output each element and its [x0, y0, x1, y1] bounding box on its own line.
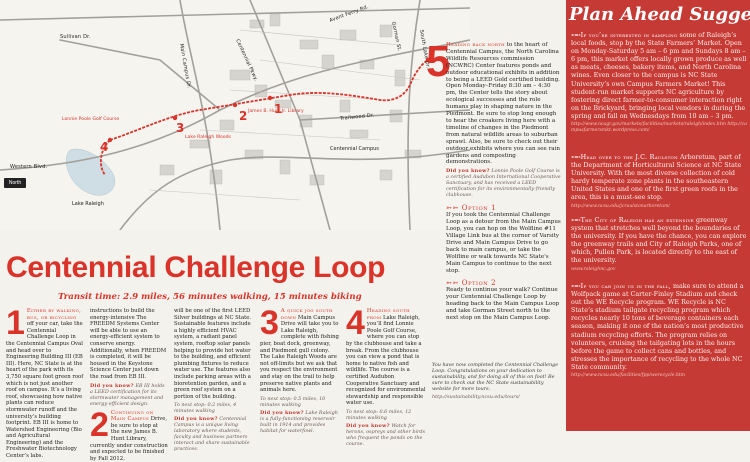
stop-1-lead: Either by walking, bus, or bicycling — [26, 308, 82, 321]
stop-marker-4 — [107, 137, 113, 143]
option-2-text: Ready to continue your walk? Continue yo… — [446, 287, 560, 322]
stop-2-to-next: To next stop: 0.2 miles, 4 minutes walki… — [174, 402, 237, 415]
route-line — [109, 59, 429, 141]
stop-num-3: 3 — [176, 121, 184, 135]
did-you-know-text: Lonnie Poole Golf Course is a certified … — [446, 168, 561, 199]
road-label-trailwood: Trailwood Dr. — [339, 112, 375, 122]
map-graphic: 4 1 2 3 Avent Ferry Rd. Main Campus Dr. … — [0, 0, 470, 230]
plan-item-1-url[interactable]: http://www.ncagr.gov/markets/facilities/… — [571, 122, 747, 134]
stop-5-lead: Heading back north — [446, 42, 505, 48]
plan-item-3: ➳➳ The City of Raleigh has an extensive … — [571, 217, 747, 273]
column-stop-2-cont: will be one of the first LEED Silver bui… — [174, 308, 254, 452]
plan-item-4-url[interactable]: http://www.ncsu.edu/facilities/fpp/werec… — [571, 373, 686, 379]
did-you-know-label: Did you know? — [90, 382, 134, 389]
stop-3-lead: A quick jog south down — [280, 308, 333, 321]
stop-marker-1 — [267, 95, 273, 101]
arrow-icon: ➳➳ — [571, 217, 581, 224]
stop-5-block: Heading back north to the heart of Cente… — [446, 42, 562, 322]
column-stop-1-cont: instructions to build the energy-intensi… — [90, 308, 168, 462]
plan-item-1-lead: If you’re interested in sampling — [580, 32, 678, 39]
stop-3-did-you-know: Did you know? Lake Raleigh is a fully-fu… — [260, 410, 340, 434]
plan-item-3-text: greenway system that stretches well beyo… — [571, 217, 747, 265]
stop-5-text: Heading back north to the heart of Cente… — [446, 42, 562, 166]
column-stop-4: 4 Heading south from Lake Raleigh, you’l… — [346, 304, 426, 447]
stop-marker-2 — [232, 102, 238, 108]
plan-item-3-url[interactable]: www.raleighnc.gov — [571, 266, 616, 272]
stop-2-number: 2 — [90, 405, 109, 444]
closing-url[interactable]: http://sustainability.ncsu.edu/tours/ — [432, 394, 520, 400]
option-1-block: ➳➳ Option 1 If you took the Centennial C… — [446, 204, 562, 274]
plan-item-2-text: Arboretum, part of the Department of Hor… — [571, 154, 742, 202]
option-2-heading: ➳➳ Option 2 — [446, 279, 497, 288]
column-stop-1: 1 Either by walking, bus, or bicycling o… — [6, 304, 84, 460]
plan-item-4-text: make sure to attend a Wolfpack game at C… — [571, 283, 744, 371]
place-label-lake-raleigh: Lake Raleigh Woods — [185, 134, 232, 140]
did-you-know-label: Did you know? — [446, 168, 490, 175]
stop-num-1: 1 — [274, 102, 282, 116]
stop-2-cont-text: will be one of the first LEED Silver bui… — [174, 308, 252, 400]
plan-ahead-title: Plan Ahead Suggestions — [569, 4, 750, 25]
arrow-icon: ➳➳ — [571, 32, 581, 39]
stop-5-body: to the heart of Centennial Campus, the N… — [446, 42, 560, 166]
place-label-hunt-library: James B. Hunt Jr. Library — [247, 108, 304, 114]
option-1-heading: ➳➳ Option 1 — [446, 204, 497, 213]
stop-1-did-you-know: Did you know? EB III holds a LEED certif… — [90, 383, 168, 407]
road-label-western: Western Blvd. — [10, 164, 47, 170]
page-title: Centennial Challenge Loop — [6, 251, 386, 284]
option-2-heading-text: Option 2 — [461, 279, 497, 288]
stop-4-to-next: To next stop: 0.6 miles, 12 minutes walk… — [346, 408, 412, 421]
place-label-lonnie-poole: Lonnie Poole Golf Course — [62, 116, 119, 122]
stop-3-number: 3 — [260, 304, 279, 342]
stop-num-4: 4 — [100, 140, 108, 154]
stop-1-cont-text: instructions to build the energy-intensi… — [90, 308, 167, 380]
arrow-icon: ➳➳ — [571, 154, 581, 161]
transit-time: Transit time: 2.9 miles, 56 minutes walk… — [58, 292, 362, 302]
stop-2-did-you-know: Did you know? Centennial Campus is a uni… — [174, 416, 254, 452]
did-you-know-label: Did you know? — [346, 422, 390, 429]
north-badge: North — [4, 178, 26, 188]
stop-marker-3 — [172, 115, 178, 121]
campus-map[interactable]: 4 1 2 3 Avent Ferry Rd. Main Campus Dr. … — [0, 0, 470, 230]
stop-5-number: 5 — [426, 37, 451, 86]
stop-2-block: 2 Continuing on Main Campus Drive, be su… — [90, 405, 168, 462]
stop-5-did-you-know: Did you know? Lonnie Poole Golf Course i… — [446, 168, 562, 198]
plan-item-4-lead: If you can join us in the fall, — [580, 283, 671, 290]
column-closing: You have now completed the Centennial Ch… — [432, 360, 560, 400]
stop-2-lead: Continuing on Main Campus — [110, 409, 154, 423]
did-you-know-label: Did you know? — [260, 409, 304, 416]
option-1-heading-text: Option 1 — [461, 204, 497, 213]
plan-item-4: ➳➳ If you can join us in the fall, make … — [571, 283, 747, 379]
did-you-know-text: Centennial Campus is a unique living lab… — [174, 416, 250, 453]
stop-num-2: 2 — [239, 109, 247, 123]
plan-ahead-sidebar: Plan Ahead Suggestions ➳➳ If you’re inte… — [566, 0, 750, 431]
did-you-know-label: Did you know? — [174, 416, 218, 423]
road-label-sullivan: Sullivan Dr. — [60, 34, 91, 40]
stop-1-number: 1 — [6, 304, 25, 342]
stop-3-text: Main Campus Drive will take you to Lake … — [260, 314, 339, 394]
option-1-text: If you took the Centennial Challenge Loo… — [446, 212, 561, 274]
stop-4-number: 4 — [346, 304, 365, 342]
stop-3-to-next: To next stop: 0.5 miles, 10 minutes walk… — [260, 395, 326, 408]
did-you-know-text: EB III holds a LEED certification for it… — [90, 382, 165, 407]
place-label-centennial: Centennial Campus — [330, 146, 379, 152]
stop-marker-5 — [425, 57, 431, 63]
plan-item-1-text: some of Raleigh’s local foods, stop by t… — [571, 32, 747, 120]
arrow-icon: ➳➳ — [571, 283, 581, 290]
plan-item-2: ➳➳ Head over to the J.C. Raulston Arbore… — [571, 154, 747, 210]
plan-item-1: ➳➳ If you’re interested in sampling some… — [571, 32, 747, 134]
stop-4-text: Lake Raleigh, you’ll find Lonnie Poole G… — [346, 314, 426, 407]
closing-text: You have now completed the Centennial Ch… — [432, 362, 559, 392]
plan-item-3-lead: The City of Raleigh has an extensive — [580, 217, 694, 224]
option-2-block: ➳➳ Option 2 Ready to continue your walk?… — [446, 279, 562, 322]
column-stop-3: 3 A quick jog south down Main Campus Dri… — [260, 304, 340, 434]
place-label-lake: Lake Raleigh — [72, 201, 104, 207]
stop-1-text: off your car, take the Centennial Challe… — [6, 321, 84, 460]
plan-item-2-url[interactable]: http://www.ncsu.edu/jcraulstonarboretum/ — [571, 203, 670, 209]
stop-4-lead: Heading south from — [366, 308, 410, 321]
plan-item-2-lead: Head over to the J.C. Raulston — [580, 154, 678, 161]
stop-4-did-you-know: Did you know? Watch for herons, ospreys … — [346, 423, 426, 447]
